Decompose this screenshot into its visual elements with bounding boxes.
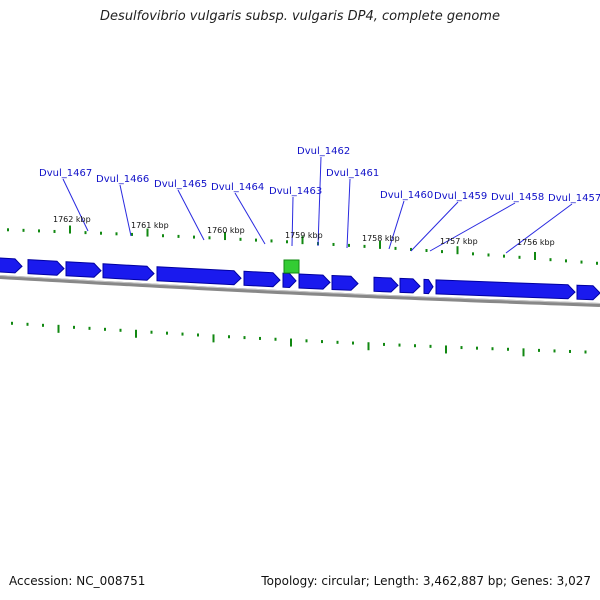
gene-label[interactable]: Dvul_1464: [211, 182, 264, 193]
gene-label[interactable]: Dvul_1462: [297, 146, 350, 157]
scale-label: 1762 kbp: [53, 215, 91, 224]
callout-line: [177, 189, 205, 241]
scale-label: 1758 kbp: [362, 234, 400, 243]
gene-label[interactable]: Dvul_1460: [380, 190, 433, 201]
gene-arrow[interactable]: [27, 259, 65, 276]
scale-label: 1759 kbp: [285, 231, 323, 240]
scale-ticks-inner: [11, 321, 587, 357]
gene-arrow[interactable]: [373, 276, 399, 293]
gene-track: [0, 257, 600, 301]
callout-line: [291, 196, 294, 247]
callout-line: [317, 156, 322, 247]
callout-line: [410, 201, 459, 252]
highlighted-gene-box[interactable]: [283, 259, 300, 274]
gene-arrow[interactable]: [298, 273, 331, 290]
backbone-line: [0, 275, 600, 307]
gene-arrow[interactable]: [435, 279, 576, 300]
callout-line: [234, 192, 266, 245]
gene-arrow[interactable]: [243, 270, 281, 288]
gene-arrow[interactable]: [331, 274, 359, 291]
callout-line: [388, 200, 405, 250]
callout-line: [62, 178, 89, 232]
gene-arrow[interactable]: [0, 257, 23, 274]
gene-label[interactable]: Dvul_1463: [269, 186, 322, 197]
gene-arrow[interactable]: [156, 266, 242, 286]
scale-ticks-outer: [7, 225, 598, 265]
gene-arrow[interactable]: [576, 284, 600, 301]
gene-label[interactable]: Dvul_1459: [434, 191, 487, 202]
gene-arrow[interactable]: [282, 272, 297, 289]
callout-line: [119, 184, 132, 237]
scale-label: 1757 kbp: [440, 237, 478, 246]
scale-label: 1760 kbp: [207, 226, 245, 235]
gene-label[interactable]: Dvul_1458: [491, 192, 544, 203]
scale-label: 1756 kbp: [517, 238, 555, 247]
backbone-highlight: [0, 275, 600, 304]
gene-arrow[interactable]: [423, 278, 434, 295]
callout-line: [505, 203, 573, 254]
map-title: Desulfovibrio vulgaris subsp. vulgaris D…: [100, 9, 500, 24]
highlighted-feature: [283, 259, 300, 274]
accession-label: Accession: NC_008751: [9, 574, 146, 588]
gene-label[interactable]: Dvul_1467: [39, 168, 92, 179]
gene-label[interactable]: Dvul_1465: [154, 179, 207, 190]
callout-line: [429, 202, 516, 252]
gene-arrow[interactable]: [102, 263, 155, 281]
callout-line: [346, 178, 351, 249]
genome-summary: Topology: circular; Length: 3,462,887 bp…: [261, 574, 591, 588]
gene-label[interactable]: Dvul_1457: [548, 193, 600, 204]
scale-labels: 1762 kbp 1761 kbp 1760 kbp 1759 kbp 1758 kbp…: [53, 215, 555, 247]
gene-arrow[interactable]: [399, 277, 421, 294]
gene-callouts: Dvul_1467 Dvul_1466 Dvul_1465 Dvul_1464 Dvul…: [39, 146, 600, 254]
gene-arrow[interactable]: [65, 261, 102, 278]
gene-label[interactable]: Dvul_1461: [326, 168, 379, 179]
gene-label[interactable]: Dvul_1466: [96, 174, 149, 185]
scale-label: 1761 kbp: [131, 221, 169, 230]
genome-backbone: [0, 275, 600, 307]
